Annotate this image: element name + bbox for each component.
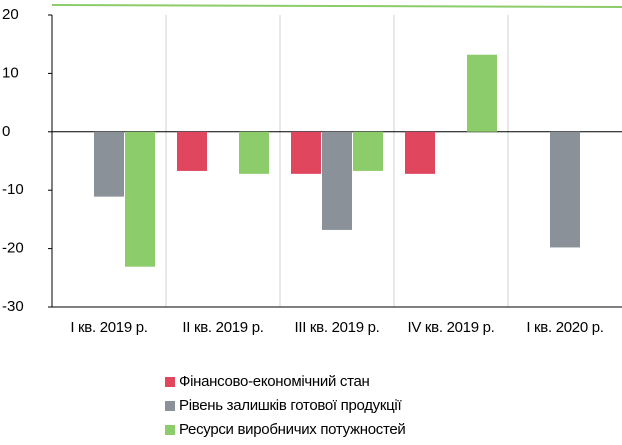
bar — [405, 131, 435, 174]
y-tick-label: 0 — [2, 123, 10, 140]
y-tick-label: -30 — [2, 298, 24, 315]
x-tick-label: IV кв. 2019 р. — [407, 319, 494, 336]
legend-label: Фінансово-економічний стан — [179, 373, 370, 390]
bar — [467, 54, 497, 132]
bar — [94, 131, 124, 197]
legend-swatch — [165, 425, 175, 435]
legend-swatch — [165, 377, 175, 387]
bar — [291, 131, 321, 174]
bar — [125, 131, 155, 267]
x-tick-label: III кв. 2019 р. — [294, 319, 379, 336]
y-tick-label: -10 — [2, 181, 24, 198]
bar — [322, 131, 352, 230]
x-tick-label: II кв. 2019 р. — [182, 319, 263, 336]
x-tick-label: I кв. 2019 р. — [70, 319, 147, 336]
bar — [177, 131, 207, 171]
y-tick-label: 20 — [2, 6, 19, 23]
y-tick-label: -20 — [2, 240, 24, 257]
legend-swatch — [165, 401, 175, 411]
bar — [353, 131, 383, 171]
x-tick-label: I кв. 2020 р. — [526, 319, 603, 336]
top-rule — [51, 4, 622, 8]
bar — [239, 131, 269, 174]
legend-label: Ресурси виробничих потужностей — [179, 421, 405, 438]
bar — [550, 131, 580, 248]
y-tick-label: 10 — [2, 64, 19, 81]
legend-label: Рівень залишків готової продукції — [179, 397, 402, 414]
